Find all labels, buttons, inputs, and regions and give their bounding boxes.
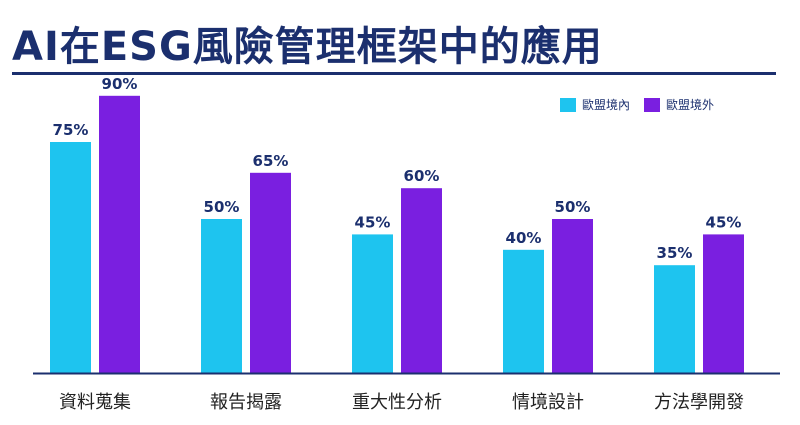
title-divider: [12, 72, 776, 75]
data-label-inside-eu-1: 50%: [204, 198, 240, 216]
data-label-outside-eu-2: 60%: [404, 167, 440, 185]
data-label-outside-eu-4: 45%: [706, 213, 742, 231]
category-label-1: 報告揭露: [210, 392, 282, 413]
data-label-inside-eu-3: 40%: [506, 229, 542, 247]
data-label-inside-eu-0: 75%: [53, 121, 89, 139]
bar-outside-eu-4: [703, 234, 744, 373]
legend: 歐盟境內 歐盟境外: [560, 96, 714, 113]
bar-inside-eu-4: [654, 265, 695, 373]
bar-outside-eu-0: [99, 95, 140, 374]
data-label-outside-eu-1: 65%: [253, 152, 289, 170]
bar-inside-eu-0: [50, 142, 91, 373]
data-label-inside-eu-4: 35%: [657, 244, 693, 262]
bar-inside-eu-3: [503, 249, 544, 373]
legend-label-series-2: 歐盟境外: [666, 98, 715, 112]
data-label-outside-eu-3: 50%: [555, 198, 591, 216]
bar-inside-eu-2: [352, 234, 393, 373]
bar-outside-eu-1: [250, 172, 291, 373]
data-label-outside-eu-0: 90%: [102, 75, 138, 93]
legend-item-series-1: 歐盟境內: [560, 96, 630, 113]
category-label-3: 情境設計: [512, 392, 584, 413]
category-label-2: 重大性分析: [352, 392, 442, 413]
bar-outside-eu-2: [401, 188, 442, 373]
bar-inside-eu-1: [201, 219, 242, 373]
data-label-inside-eu-2: 45%: [355, 213, 391, 231]
chart-title: AI在ESG風險管理框架中的應用: [12, 24, 603, 70]
legend-swatch-series-2: [644, 97, 661, 112]
bar-outside-eu-3: [552, 219, 593, 373]
category-label-4: 方法學開發: [654, 392, 744, 413]
legend-label-series-1: 歐盟境內: [582, 98, 631, 112]
category-label-0: 資料蒐集: [59, 392, 131, 413]
legend-swatch-series-1: [560, 97, 576, 112]
legend-item-series-2: 歐盟境外: [644, 96, 714, 113]
